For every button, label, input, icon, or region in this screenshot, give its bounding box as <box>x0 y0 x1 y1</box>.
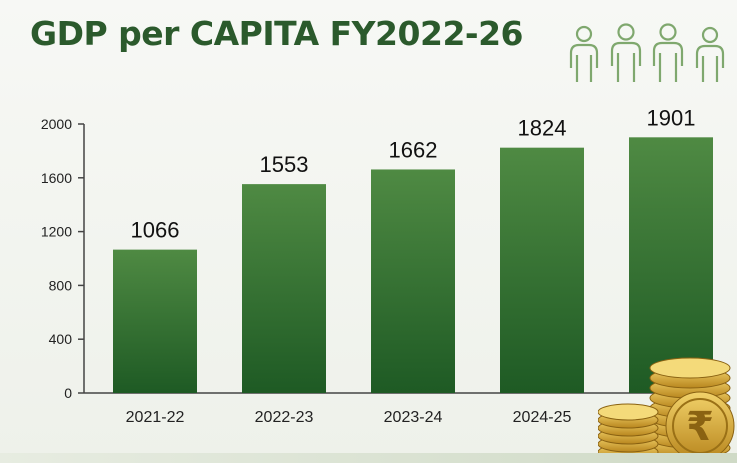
person-outline-icon <box>652 23 684 82</box>
svg-text:₹: ₹ <box>686 404 714 450</box>
bar <box>500 147 584 393</box>
x-tick-label: 2023-24 <box>384 409 443 426</box>
y-tick-label: 2000 <box>41 116 72 132</box>
bar <box>242 184 326 393</box>
person-outline-icon <box>569 25 599 82</box>
data-label: 1553 <box>260 152 309 177</box>
x-tick-label: 2021-22 <box>126 409 185 426</box>
y-tick-label: 1600 <box>41 170 72 186</box>
person-outline-icon <box>610 23 642 82</box>
data-label: 1662 <box>389 137 438 162</box>
bottom-band <box>0 453 737 463</box>
y-tick-label: 1200 <box>41 224 72 240</box>
person-outline-icon <box>695 26 725 82</box>
bar <box>629 137 713 393</box>
rupee-coins-icon: ₹ <box>598 357 735 461</box>
y-tick-label: 400 <box>49 331 73 347</box>
data-label: 1901 <box>647 105 696 130</box>
x-tick-label: 2022-23 <box>255 409 314 426</box>
x-tick-label: 2024-25 <box>513 409 572 426</box>
bar <box>371 169 455 393</box>
bar <box>113 249 197 393</box>
y-tick-label: 800 <box>49 277 73 293</box>
data-label: 1824 <box>518 116 567 141</box>
chart-title: GDP per CAPITA FY2022-26 <box>30 14 524 53</box>
y-tick-label: 0 <box>64 385 72 401</box>
data-label: 1066 <box>131 218 180 243</box>
people-icon-group <box>569 23 725 82</box>
